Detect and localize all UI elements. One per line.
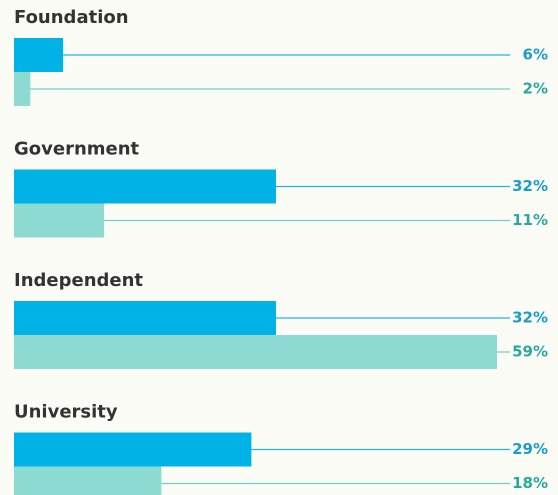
- bar: [14, 466, 162, 495]
- value-label: 2%: [523, 80, 548, 98]
- bar: [14, 72, 31, 106]
- bar: [14, 38, 64, 72]
- bar: [14, 335, 497, 369]
- category-label: Government: [14, 139, 140, 160]
- value-label: 29%: [512, 440, 548, 458]
- category-label: Independent: [14, 270, 143, 291]
- category-label: Foundation: [14, 7, 129, 28]
- value-label: 59%: [512, 343, 548, 361]
- bar: [14, 169, 276, 204]
- value-label: 6%: [523, 46, 548, 64]
- value-label: 11%: [512, 211, 548, 229]
- value-label: 32%: [512, 309, 548, 327]
- category-label: University: [14, 402, 118, 423]
- bar: [14, 203, 105, 238]
- bar: [14, 301, 276, 335]
- bar: [14, 432, 252, 467]
- value-label: 32%: [512, 177, 548, 195]
- value-label: 18%: [512, 474, 548, 492]
